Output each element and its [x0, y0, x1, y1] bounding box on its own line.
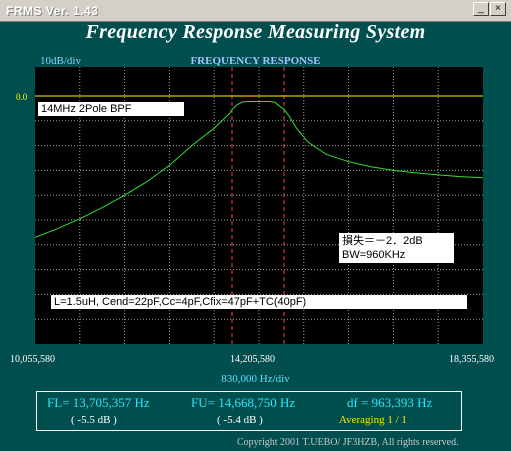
copyright-notice: Copyright 2001 T.UEBO/ JF3HZB, All right… — [237, 437, 459, 448]
upper-frequency-readout: FU= 14,668,750 Hz — [191, 395, 296, 410]
averaging-readout: Averaging 1 / 1 — [339, 414, 407, 426]
y-scale-label: 10dB/div — [40, 55, 81, 67]
close-button[interactable]: × — [490, 2, 506, 16]
lower-frequency-readout: FL= 13,705,357 Hz — [47, 395, 150, 410]
window-title: FRMS Ver. 1.43 — [6, 4, 99, 18]
bandwidth-readout: df = 963,393 Hz — [347, 395, 433, 410]
bandwidth-label: BW=960KHz — [342, 249, 406, 261]
marker-readout-panel: FL= 13,705,357 Hz FU= 14,668,750 Hz df =… — [36, 391, 462, 431]
device-label: 14MHz 2Pole BPF — [38, 102, 184, 116]
plot-canvas — [35, 67, 483, 344]
result-box: 損失＝－2．2dB BW=960KHz — [339, 233, 454, 263]
app-title: Frequency Response Measuring System — [85, 21, 426, 43]
grid-lines — [35, 67, 483, 344]
upper-level-readout: ( -5.4 dB ) — [217, 414, 263, 426]
reference-level-label: 0.0 — [16, 92, 28, 102]
minimize-button[interactable]: _ — [473, 2, 489, 16]
frequency-response-plot: 14MHz 2Pole BPF 損失＝－2．2dB BW=960KHz L=1.… — [35, 67, 483, 344]
title-bar: FRMS Ver. 1.43 _ × — [0, 0, 511, 22]
response-trace — [35, 101, 483, 238]
loss-label: 損失＝－2．2dB — [342, 235, 423, 247]
x-end-label: 18,355,580 — [449, 354, 494, 365]
circuit-parameters-label: L=1.5uH, Cend=22pF,Cc=4pF,Cfix=47pF+TC(4… — [51, 295, 467, 309]
lower-level-readout: ( -5.5 dB ) — [71, 414, 117, 426]
x-per-div-label: 830,000 Hz/div — [221, 373, 290, 385]
x-center-label: 14,205,580 — [230, 354, 275, 365]
x-start-label: 10,055,580 — [10, 354, 55, 365]
section-label: FREQUENCY RESPONSE — [190, 55, 321, 67]
